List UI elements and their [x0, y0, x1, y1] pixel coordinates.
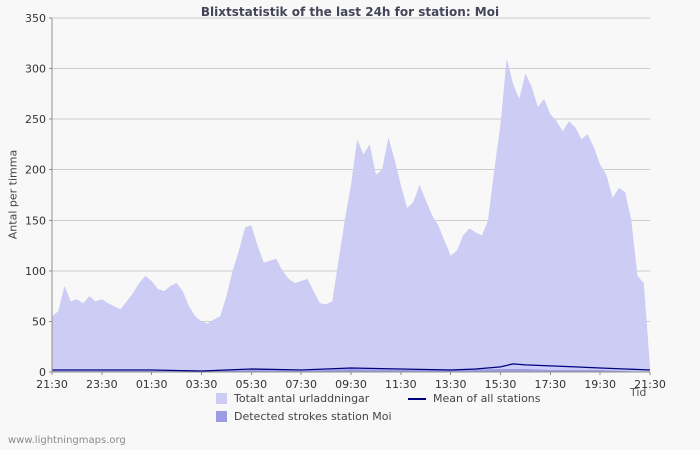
svg-text:19:30: 19:30 — [584, 378, 616, 391]
svg-text:300: 300 — [25, 63, 46, 76]
svg-text:15:30: 15:30 — [485, 378, 517, 391]
svg-text:21:30: 21:30 — [634, 378, 666, 391]
svg-text:200: 200 — [25, 164, 46, 177]
footer-link[interactable]: www.lightningmaps.org — [8, 435, 126, 446]
svg-text:0: 0 — [39, 366, 46, 379]
x-axis-title: Tid — [630, 386, 647, 399]
svg-text:150: 150 — [25, 214, 46, 227]
svg-text:100: 100 — [25, 265, 46, 278]
legend: Totalt antal urladdningar Mean of all st… — [216, 392, 541, 423]
legend-label-detected: Detected strokes station Moi — [234, 410, 392, 423]
svg-text:13:30: 13:30 — [435, 378, 467, 391]
chart-plot: 0 50 100 150 200 250 300 350 21:30 23:30 01:30 03:3… — [25, 12, 666, 391]
legend-label-mean: Mean of all stations — [433, 392, 541, 405]
svg-text:21:30: 21:30 — [36, 378, 68, 391]
svg-text:09:30: 09:30 — [335, 378, 367, 391]
svg-text:03:30: 03:30 — [186, 378, 218, 391]
svg-text:11:30: 11:30 — [385, 378, 417, 391]
legend-swatch-detected — [216, 411, 227, 422]
legend-swatch-total — [216, 393, 227, 404]
svg-text:50: 50 — [32, 315, 46, 328]
chart-title: Blixtstatistik of the last 24h for stati… — [200, 5, 500, 19]
svg-text:05:30: 05:30 — [235, 378, 267, 391]
svg-text:23:30: 23:30 — [86, 378, 118, 391]
legend-item-detected: Detected strokes station Moi — [216, 410, 396, 423]
svg-text:07:30: 07:30 — [285, 378, 317, 391]
legend-swatch-mean — [408, 397, 426, 400]
legend-item-mean: Mean of all stations — [408, 392, 541, 405]
legend-item-total: Totalt antal urladdningar — [216, 392, 396, 405]
svg-text:01:30: 01:30 — [136, 378, 168, 391]
svg-text:350: 350 — [25, 12, 46, 25]
svg-text:17:30: 17:30 — [534, 378, 566, 391]
legend-label-total: Totalt antal urladdningar — [234, 392, 370, 405]
svg-text:250: 250 — [25, 113, 46, 126]
